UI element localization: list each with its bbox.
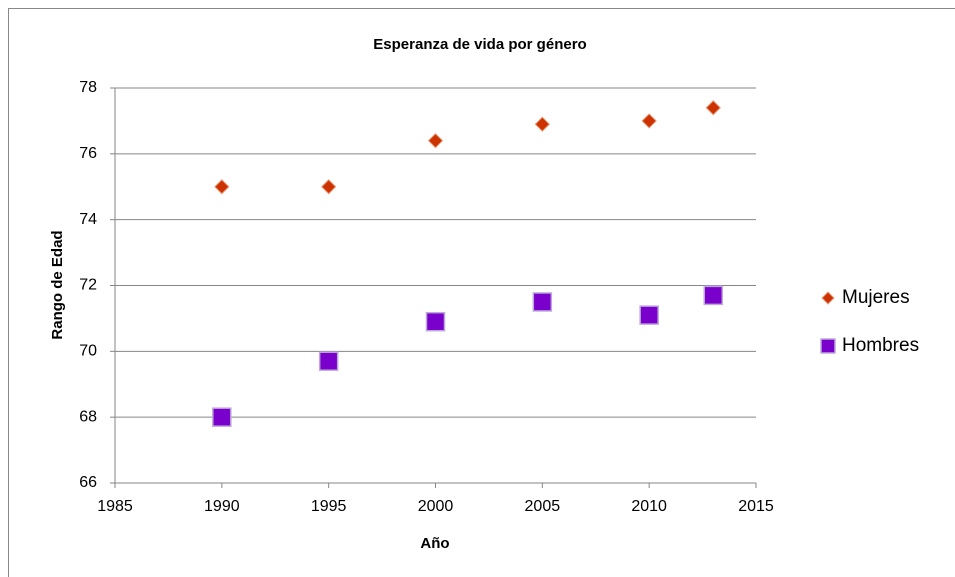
x-tick-label: 2005: [525, 498, 561, 515]
square-marker: [425, 311, 446, 332]
diamond-marker: [705, 100, 721, 116]
diamond-marker: [320, 179, 337, 195]
diamond-marker: [534, 116, 551, 132]
square-marker: [318, 351, 339, 371]
y-tick-label: 74: [79, 211, 97, 228]
square-marker: [532, 292, 553, 312]
diamond-marker: [821, 291, 835, 305]
y-tick-label: 76: [79, 145, 97, 162]
x-tick-label: 1985: [97, 498, 133, 515]
y-tick-label: 72: [79, 277, 97, 294]
square-marker: [703, 285, 724, 306]
legend-label: Mujeres: [842, 287, 910, 308]
diamond-marker: [641, 113, 657, 129]
x-tick-label: 2000: [418, 498, 454, 515]
x-tick-label: 1995: [311, 498, 347, 515]
diamond-marker: [427, 132, 444, 149]
legend-label: Hombres: [842, 335, 919, 356]
x-axis-label: Año: [420, 535, 449, 552]
y-axis-label: Rango de Edad: [49, 230, 66, 339]
diamond-marker: [214, 179, 230, 195]
y-tick-label: 70: [79, 343, 97, 360]
square-marker: [639, 305, 659, 325]
x-tick-label: 2015: [738, 498, 774, 515]
y-tick-label: 68: [79, 408, 97, 425]
square-marker: [212, 407, 232, 427]
y-tick-label: 78: [79, 79, 97, 96]
chart-frame: [8, 8, 955, 577]
x-tick-label: 1990: [204, 498, 240, 515]
chart-title: Esperanza de vida por género: [373, 36, 586, 53]
x-tick-label: 2010: [631, 498, 667, 515]
y-tick-label: 66: [79, 474, 97, 491]
square-marker: [820, 338, 836, 354]
